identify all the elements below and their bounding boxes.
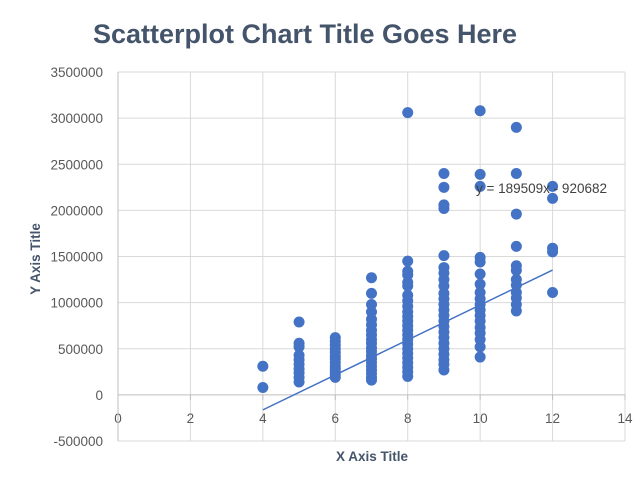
data-point: [474, 105, 486, 117]
data-point: [438, 364, 450, 376]
data-point: [438, 250, 450, 262]
data-point: [438, 167, 450, 179]
data-point: [510, 305, 522, 317]
data-point: [293, 376, 305, 388]
data-point: [474, 278, 486, 290]
y-tick-label: 3500000: [50, 65, 103, 80]
data-point: [547, 246, 559, 258]
data-point: [257, 360, 269, 372]
axes: -500000 0 500000 1000000 1500000 2000000 25000…: [50, 65, 633, 449]
y-tick-label: 500000: [58, 342, 103, 357]
data-point: [402, 107, 414, 119]
x-tick-label: 12: [545, 411, 560, 426]
y-tick-label: 1000000: [50, 296, 103, 311]
data-point: [293, 341, 305, 353]
data-point: [402, 280, 414, 292]
data-point: [366, 272, 377, 284]
y-tick-label: 2500000: [50, 157, 103, 172]
data-point: [329, 371, 341, 383]
data-point: [366, 287, 377, 299]
chart-title: Scatterplot Chart Title Goes Here: [93, 19, 517, 49]
x-tick-label: 10: [473, 411, 488, 426]
data-point: [474, 256, 486, 268]
y-axis-title: Y Axis Title: [28, 223, 43, 295]
x-tick-label: 2: [187, 411, 195, 426]
data-points: [257, 105, 559, 393]
data-point: [402, 370, 414, 382]
data-point: [547, 180, 559, 192]
y-tick-label: 1500000: [50, 250, 103, 265]
data-point: [510, 167, 522, 179]
trendline-equation: y = 189509x - 920682: [476, 181, 607, 196]
y-tick-label: 2000000: [50, 203, 103, 218]
y-tick-label: -500000: [53, 434, 103, 449]
data-point: [510, 121, 522, 133]
data-point: [257, 381, 269, 393]
data-point: [474, 180, 486, 192]
data-point: [547, 286, 559, 298]
x-axis-title: X Axis Title: [336, 449, 409, 464]
x-tick-label: 8: [404, 411, 412, 426]
data-point: [438, 181, 450, 193]
y-tick-label: 3000000: [50, 111, 103, 126]
data-point: [547, 192, 559, 204]
data-point: [402, 255, 414, 267]
data-point: [438, 203, 450, 215]
x-tick-label: 4: [259, 411, 267, 426]
data-point: [366, 374, 377, 386]
data-point: [474, 341, 486, 353]
data-point: [474, 168, 486, 180]
x-tick-label: 14: [617, 411, 633, 426]
data-point: [510, 264, 522, 276]
data-point: [474, 268, 486, 280]
data-point: [510, 240, 522, 252]
y-tick-label: 0: [95, 388, 103, 403]
data-point: [293, 316, 305, 328]
data-point: [474, 351, 486, 363]
x-tick-label: 6: [332, 411, 340, 426]
data-point: [510, 208, 522, 220]
